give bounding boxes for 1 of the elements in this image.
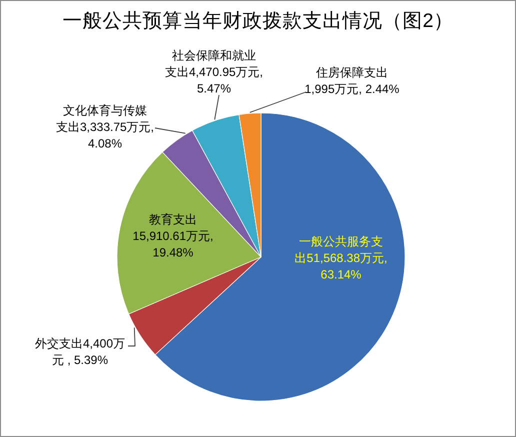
title: 一般公共预算当年财政拨款支出情况（图2）	[62, 10, 454, 32]
